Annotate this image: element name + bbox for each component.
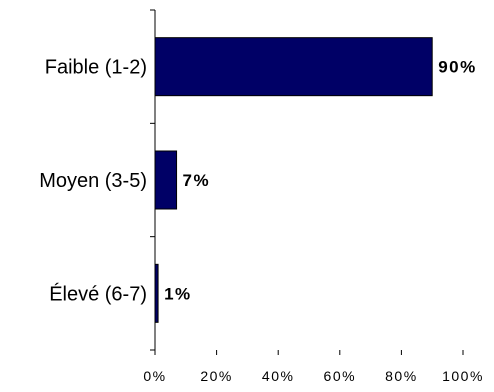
x-tick-label-5: 100%	[442, 368, 484, 384]
x-tick-label-4: 80%	[385, 368, 418, 384]
x-tick-label-2: 40%	[262, 368, 295, 384]
x-tick-label-1: 20%	[200, 368, 233, 384]
category-label-1: Moyen (3-5)	[39, 170, 147, 192]
bars-group	[154, 37, 433, 323]
labels-group: Faible (1-2) 90% Moyen (3-5) 7% Élevé (6-7) 1…	[39, 57, 484, 384]
x-tick-label-0: 0%	[143, 368, 166, 384]
category-label-2: Élevé (6-7)	[49, 282, 147, 305]
data-label-0: 90%	[438, 58, 477, 77]
bar-0	[154, 37, 433, 97]
bar-1	[154, 150, 178, 210]
x-tick-label-3: 60%	[324, 368, 357, 384]
axes-group	[150, 9, 464, 355]
data-label-2: 1%	[164, 284, 192, 303]
data-label-1: 7%	[183, 171, 211, 190]
category-label-0: Faible (1-2)	[45, 57, 147, 79]
